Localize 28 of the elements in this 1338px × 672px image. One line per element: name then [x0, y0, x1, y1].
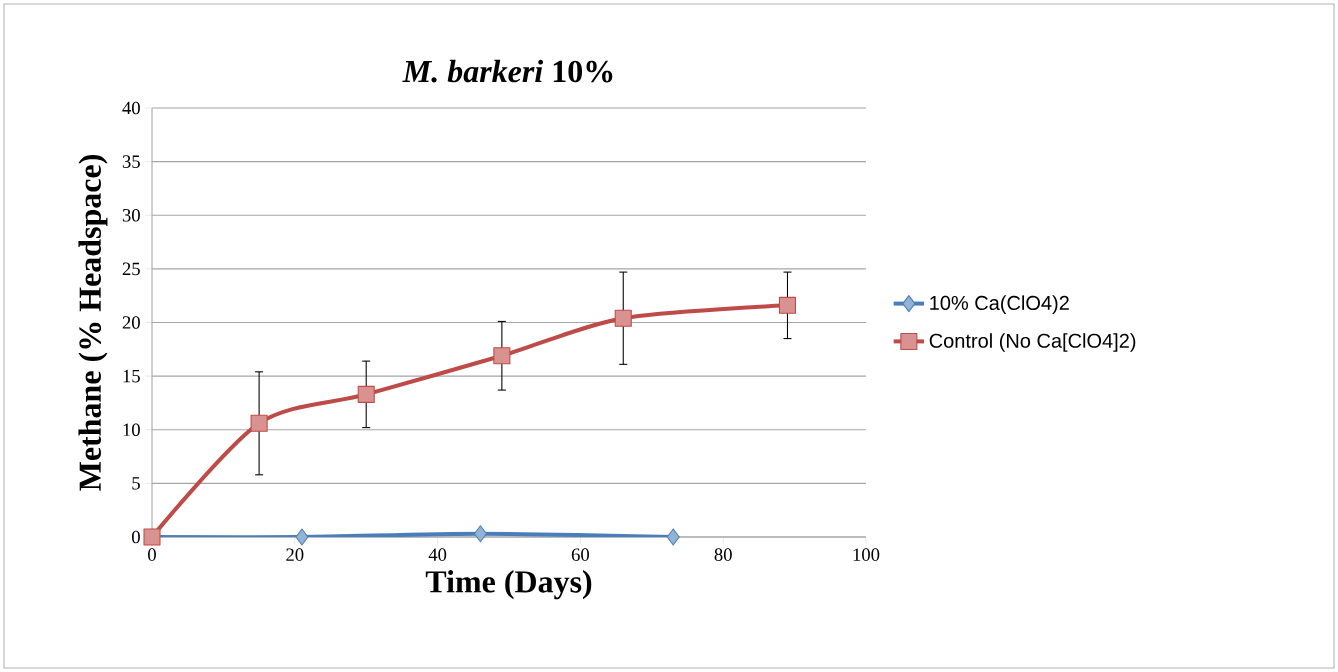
y-tick-label: 35: [122, 155, 140, 168]
point: [357, 385, 375, 403]
point: [295, 528, 309, 546]
x-tick-label: 0: [148, 548, 156, 561]
y-tick-label: 20: [122, 316, 140, 329]
point: [778, 296, 797, 314]
y-axis-title: Methane (% Headspace): [78, 155, 108, 491]
x-tick-label: 20: [286, 548, 304, 561]
point: [614, 309, 632, 327]
x-tick-label: 60: [571, 548, 590, 561]
y-tick-label: 30: [122, 208, 140, 222]
y-tick-label: 10: [123, 423, 140, 437]
legend-label: Control (No Ca[ClO4]2): [929, 333, 1136, 352]
y-tick-label: 0: [132, 530, 140, 544]
y-tick-label: 25: [122, 262, 140, 276]
x-tick-label: 100: [853, 548, 880, 561]
y-tick-label: 15: [123, 369, 140, 383]
point: [666, 528, 680, 546]
point: [493, 347, 511, 365]
chart-title: M. barkeri 10%: [402, 59, 613, 83]
x-tick-label: 40: [428, 548, 447, 561]
y-tick-label: 40: [122, 101, 140, 115]
legend-label: 10% Ca(ClO4)2: [930, 295, 1069, 314]
x-axis-title: Time (Days): [425, 570, 592, 600]
x-tick-label: 80: [714, 548, 732, 561]
point: [250, 414, 268, 432]
point: [473, 525, 487, 543]
y-tick-label: 5: [132, 477, 140, 490]
